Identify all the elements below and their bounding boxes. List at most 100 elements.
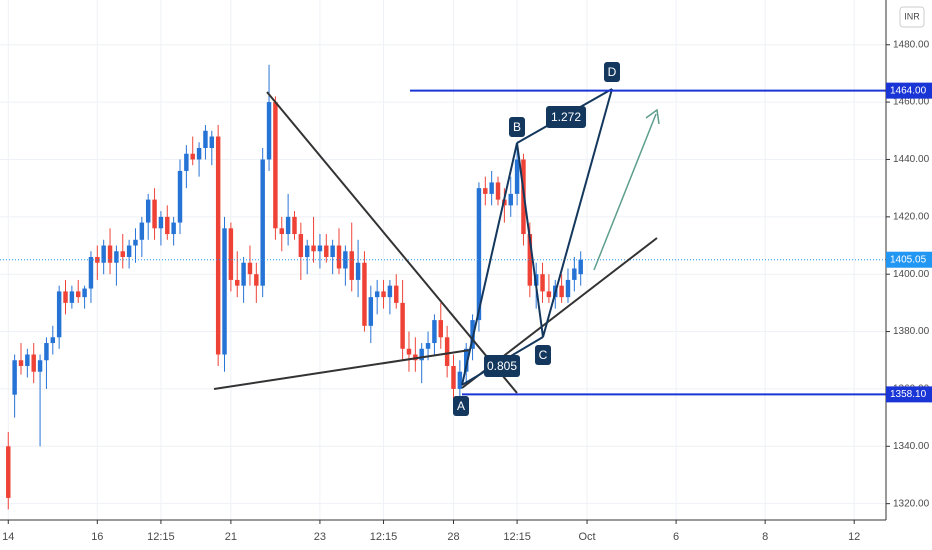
x-tick-label: 28: [447, 531, 459, 543]
candle-body: [400, 302, 405, 349]
last-price-label: 1405.05: [890, 254, 927, 265]
point-label: B: [513, 120, 521, 134]
candle-body: [44, 343, 49, 361]
candle-body: [336, 245, 342, 269]
candle-body: [88, 256, 94, 289]
trend-line: [213, 349, 471, 390]
candle-body: [476, 188, 482, 321]
candle-body: [6, 446, 11, 498]
level-label: 1464.00: [890, 85, 927, 96]
arrow: [593, 113, 657, 271]
x-tick-label: 12:15: [370, 531, 398, 543]
y-tick-label: 1380.00: [893, 326, 930, 337]
candle-body: [260, 159, 265, 286]
y-tick-label: 1340.00: [893, 441, 930, 452]
drawings: A B C D 1.272 0.805: [213, 62, 886, 416]
trend-line: [266, 91, 518, 394]
candle-body: [56, 291, 62, 338]
ratio-label: 1.272: [551, 110, 581, 124]
candle-body: [572, 268, 577, 280]
candle-body: [95, 256, 100, 263]
candle-body: [222, 228, 227, 355]
x-tick-label: 12:15: [503, 531, 531, 543]
x-tick-label: 21: [225, 531, 237, 543]
axis-labels: 1320.001340.001360.001380.001400.001420.…: [2, 39, 932, 543]
candle-body: [120, 251, 125, 257]
candle-body: [463, 348, 469, 372]
candle-body: [362, 262, 367, 326]
level-box: [886, 82, 932, 99]
candle-body: [444, 337, 450, 366]
candle-body: [279, 228, 284, 235]
y-tick-label: 1320.00: [893, 498, 930, 509]
candle-body: [355, 262, 361, 280]
point-label: C: [539, 348, 548, 362]
ratio-box: [546, 106, 586, 128]
y-tick-label: 1460.00: [893, 97, 930, 108]
candle-body: [324, 245, 329, 257]
x-tick-label: 8: [762, 531, 768, 543]
candle-body: [425, 343, 431, 349]
candle-body: [508, 193, 513, 206]
candle-body: [330, 245, 335, 257]
x-tick-label: 6: [673, 531, 679, 543]
candle-body: [184, 153, 189, 171]
candle-body: [514, 159, 520, 194]
candle-body: [50, 337, 56, 344]
currency-box[interactable]: [899, 6, 925, 28]
label-box: [453, 396, 469, 416]
candle-body: [381, 291, 386, 298]
candle-body: [387, 285, 393, 298]
candle-body: [451, 365, 456, 389]
candle-body: [304, 245, 310, 257]
ratio-box: [484, 355, 520, 377]
x-tick-label: 23: [314, 531, 326, 543]
x-tick-label: 16: [91, 531, 103, 543]
candle-body: [12, 360, 17, 395]
candle-body: [546, 291, 552, 298]
candle-body: [368, 297, 374, 326]
level-box: [886, 386, 932, 403]
candle-body: [76, 291, 81, 298]
candle-body: [133, 239, 138, 246]
candle-body: [565, 279, 571, 298]
candle-body: [374, 291, 380, 298]
candle-body: [203, 130, 208, 148]
candle-body: [152, 199, 157, 229]
candle-body: [196, 147, 202, 160]
candle-body: [31, 354, 36, 372]
candle-body: [311, 245, 316, 252]
candle-body: [25, 354, 30, 366]
candle-body: [419, 348, 424, 361]
candle-body: [292, 216, 297, 235]
candle-body: [273, 102, 278, 229]
candle-body: [432, 320, 437, 344]
candle-body: [158, 216, 164, 229]
candle-body: [69, 291, 75, 303]
last-price-box: [886, 251, 932, 268]
candle-body: [126, 245, 132, 257]
candle-body: [495, 182, 501, 200]
candle-body: [317, 245, 323, 252]
candle-body: [177, 170, 183, 223]
candle-body: [247, 262, 253, 275]
label-box: [604, 62, 620, 82]
candle-body: [37, 360, 43, 372]
candle-body: [82, 288, 87, 298]
candle-body: [483, 188, 488, 194]
point-label: A: [457, 399, 465, 413]
y-tick-label: 1400.00: [893, 269, 930, 280]
candle-body: [190, 153, 195, 160]
candle-body: [559, 285, 564, 298]
candle-body: [215, 136, 221, 355]
point-label: D: [608, 65, 617, 79]
candle-body: [285, 216, 291, 235]
candle-body: [165, 216, 170, 235]
x-tick-label: 12: [848, 531, 860, 543]
candle-body: [145, 199, 151, 223]
label-box: [535, 345, 551, 365]
x-tick-label: 14: [2, 531, 14, 543]
y-tick-label: 1480.00: [893, 39, 930, 50]
